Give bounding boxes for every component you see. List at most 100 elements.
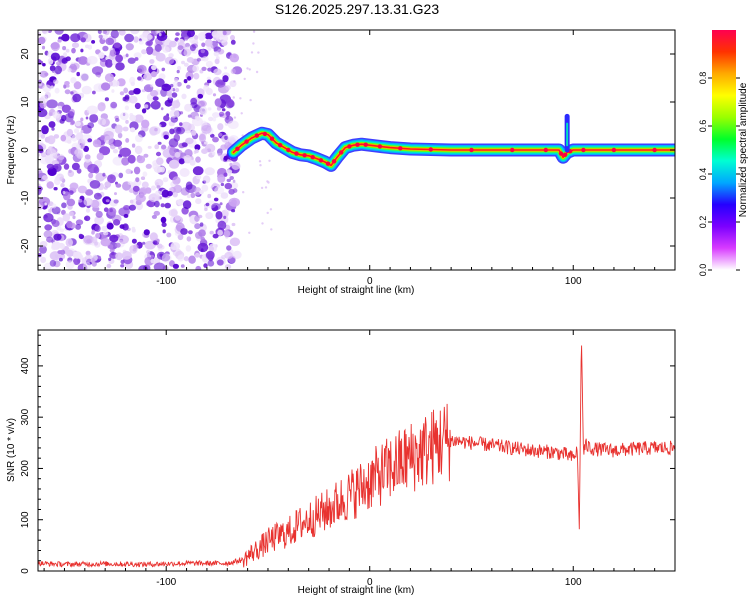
noise-blob [164, 56, 175, 65]
noise-blob [53, 134, 60, 139]
ridge-point [278, 143, 283, 148]
noise-speck [259, 164, 262, 167]
noise-blob [204, 167, 215, 176]
noise-blob [142, 241, 146, 245]
ridge-point [310, 155, 315, 160]
noise-blob [207, 260, 215, 267]
y-tick-label: 200 [20, 460, 31, 477]
noise-blob [160, 216, 167, 224]
noise-blob [83, 145, 89, 152]
noise-blob [132, 185, 140, 192]
ridge-point [254, 133, 259, 138]
noise-blob [114, 192, 117, 196]
noise-blob [212, 112, 220, 118]
noise-blob [217, 123, 224, 131]
noise-blob [104, 97, 109, 102]
noise-blob [186, 30, 195, 38]
noise-blob [80, 117, 84, 122]
noise-blob [166, 190, 173, 197]
noise-blob [188, 255, 196, 264]
noise-blob [229, 176, 234, 180]
noise-blob [194, 149, 199, 154]
noise-blob [174, 151, 181, 158]
noise-blob [191, 116, 203, 127]
noise-blob [194, 252, 200, 258]
noise-blob [231, 161, 241, 170]
noise-speck [248, 231, 251, 234]
noise-blob [112, 156, 124, 166]
noise-blob [198, 229, 206, 237]
colorbar-tick-label: 0.6 [698, 120, 708, 133]
noise-blob [181, 142, 188, 147]
noise-blob [207, 193, 212, 199]
noise-blob [145, 163, 152, 169]
noise-blob [38, 108, 48, 118]
noise-blob [75, 121, 81, 127]
noise-blob [91, 40, 96, 44]
noise-blob [179, 122, 183, 126]
noise-blob [143, 153, 149, 158]
noise-blob [197, 93, 204, 99]
noise-blob [222, 30, 227, 36]
noise-blob [203, 263, 208, 268]
noise-blob [63, 84, 67, 89]
noise-blob [157, 243, 163, 249]
noise-blob [58, 257, 63, 262]
noise-blob [169, 40, 177, 48]
spectrogram-ylabel: Frequency (Hz) [6, 116, 17, 185]
noise-blob [192, 166, 204, 176]
noise-blob [42, 62, 46, 67]
noise-blob [47, 135, 56, 145]
noise-blob [96, 152, 104, 161]
noise-blob [51, 219, 60, 228]
noise-blob [93, 192, 102, 200]
noise-blob [172, 192, 178, 198]
noise-blob [51, 203, 57, 209]
x-tick-label: -100 [156, 276, 176, 287]
noise-blob [128, 204, 136, 211]
noise-blob [54, 87, 60, 94]
noise-blob [133, 36, 139, 43]
noise-blob [150, 258, 156, 264]
noise-blob [74, 149, 83, 157]
noise-blob [161, 144, 167, 150]
y-tick-label: 0 [20, 147, 31, 153]
noise-blob [212, 151, 216, 156]
noise-blob [154, 44, 162, 52]
noise-blob [77, 198, 83, 203]
spectrogram-ridge-layer [226, 113, 675, 172]
y-tick-label: 300 [20, 408, 31, 425]
noise-blob [220, 144, 227, 151]
noise-blob [231, 209, 236, 213]
noise-blob [154, 144, 160, 150]
noise-blob [56, 225, 62, 231]
noise-blob [169, 109, 180, 118]
snr-ylabel: SNR (10 * v/v) [6, 418, 17, 482]
noise-blob [115, 183, 122, 188]
noise-blob [197, 32, 206, 41]
noise-blob [122, 54, 127, 59]
noise-blob [146, 46, 154, 55]
noise-blob [210, 133, 215, 138]
noise-blob [122, 223, 129, 231]
noise-blob [125, 53, 129, 58]
noise-speck [260, 186, 264, 190]
noise-blob [204, 141, 208, 145]
noise-speck [268, 159, 271, 162]
noise-blob [212, 136, 219, 143]
noise-blob [65, 260, 75, 269]
noise-blob [231, 222, 236, 227]
noise-blob [72, 215, 76, 220]
noise-blob [122, 126, 129, 132]
noise-blob [171, 100, 181, 109]
noise-blob [104, 181, 111, 188]
noise-blob [190, 130, 197, 136]
noise-blob [97, 255, 102, 260]
noise-blob [172, 81, 178, 89]
noise-blob [41, 30, 49, 35]
noise-blob [101, 34, 109, 40]
noise-blob [215, 210, 223, 220]
noise-blob [72, 251, 82, 259]
noise-blob [66, 249, 74, 257]
noise-blob [201, 124, 212, 134]
